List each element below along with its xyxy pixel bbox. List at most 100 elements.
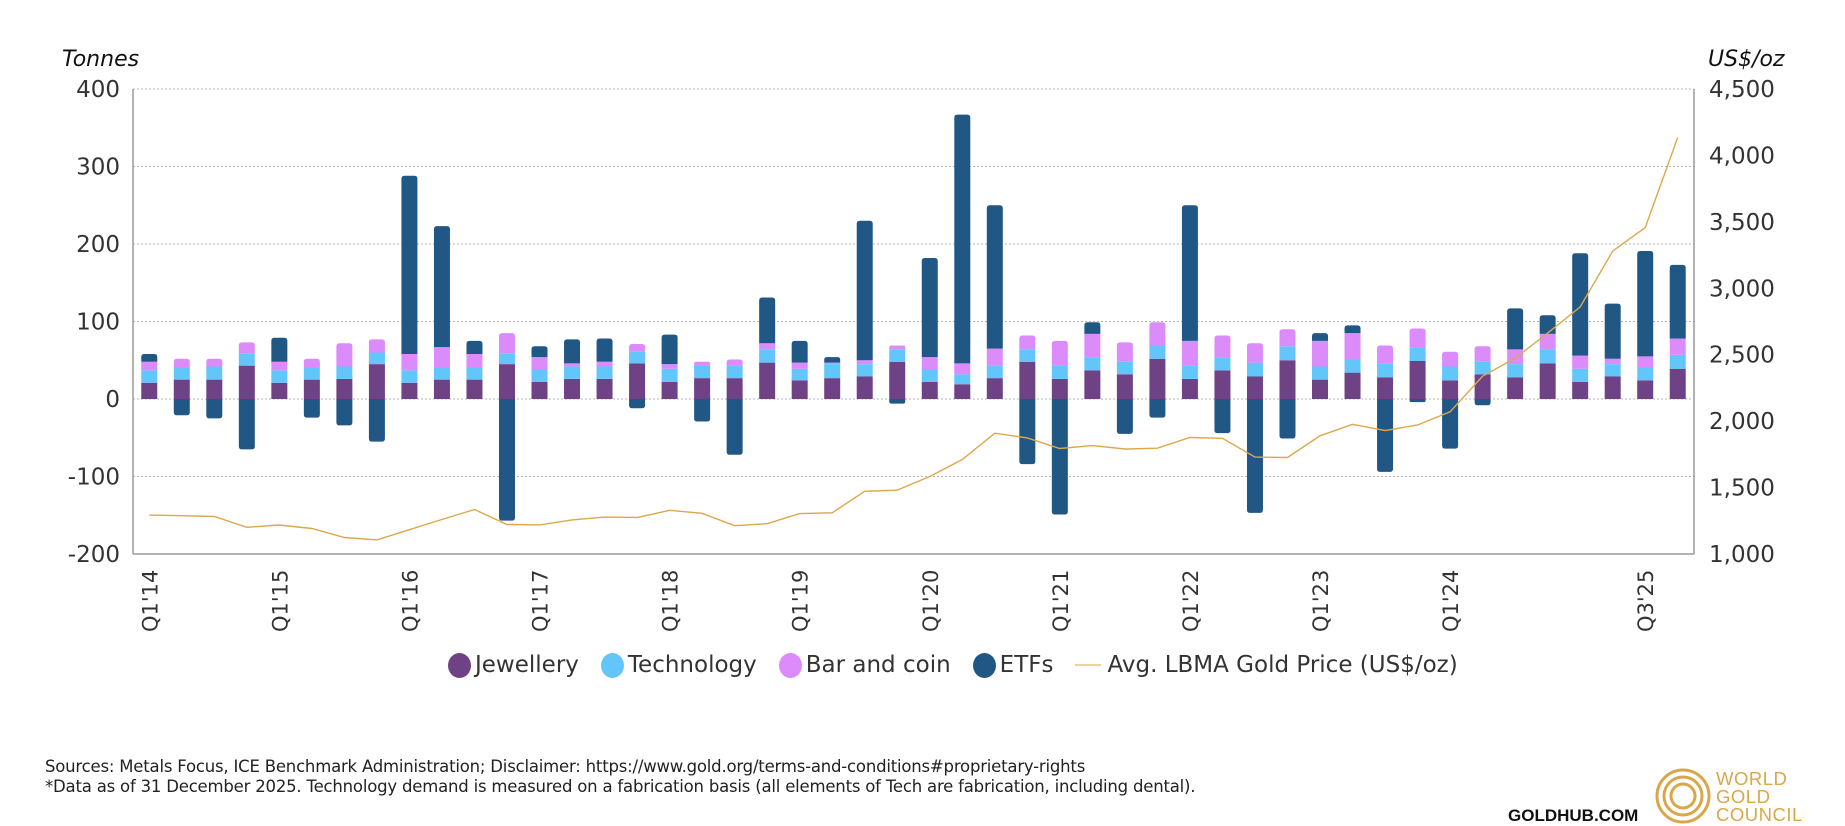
bar-segment-jewellery (1442, 380, 1459, 399)
bar-segment-etfs (141, 354, 158, 362)
bar-segment-technology (1442, 366, 1459, 381)
bar-segment-technology (433, 368, 450, 380)
left-tick-label: 200 (76, 232, 120, 258)
legend-item-etfs[interactable]: ETFs (972, 652, 1054, 678)
bar-segment-bar-and-coin (141, 361, 158, 371)
bar-segment-technology (1279, 346, 1296, 361)
legend-marker-gold-price-line (1075, 664, 1102, 666)
bar-segment-technology (824, 364, 841, 379)
bar-segment-technology (954, 374, 971, 385)
bar-segment-jewellery (1084, 370, 1101, 399)
right-axis-unit-label: US$/oz (1708, 47, 1785, 72)
bar-segment-bar-and-coin (1149, 322, 1166, 346)
bar-stack (433, 226, 450, 399)
bar-stack (1181, 205, 1198, 399)
bar-segment-technology (1214, 357, 1231, 371)
bar-segment-etfs (726, 399, 743, 455)
bar-segment-technology (856, 364, 873, 377)
bar-segment-technology (206, 366, 223, 380)
right-tick-label: 3,000 (1709, 276, 1775, 302)
bar-stack (1377, 345, 1394, 472)
bar-stack (1669, 264, 1686, 399)
bar-segment-etfs (336, 399, 353, 426)
legend-item-jewellery[interactable]: Jewellery (448, 652, 579, 678)
legend-item-bar-and-coin[interactable]: Bar and coin (778, 652, 951, 678)
bar-stack (336, 343, 353, 426)
bar-stack (206, 358, 223, 419)
bar-segment-technology (303, 368, 320, 380)
bar-stack (791, 340, 808, 399)
bar-stack (1312, 333, 1329, 399)
bar-segment-technology (921, 369, 938, 382)
bar-segment-jewellery (368, 364, 385, 399)
bar-segment-bar-and-coin (466, 354, 483, 368)
bar-segment-technology (1409, 347, 1426, 362)
bar-segment-technology (1312, 366, 1329, 380)
bar-segment-bar-and-coin (336, 343, 353, 367)
bar-segment-jewellery (173, 379, 190, 399)
bar-segment-bar-and-coin (303, 358, 320, 368)
bar-segment-technology (1019, 349, 1036, 362)
bar-segment-bar-and-coin (498, 333, 515, 354)
bar-segment-technology (1572, 368, 1589, 382)
bar-segment-jewellery (271, 382, 288, 399)
bar-segment-etfs (759, 297, 776, 344)
bar-segment-bar-and-coin (1344, 333, 1361, 360)
x-tick-label: Q1'20 (919, 570, 943, 632)
bar-stack (596, 338, 613, 399)
bar-segment-jewellery (1507, 377, 1524, 399)
x-tick-label: Q3'25 (1634, 570, 1658, 632)
x-tick-label: Q1'24 (1439, 570, 1463, 632)
legend-item-technology[interactable]: Technology (600, 652, 757, 678)
bar-segment-bar-and-coin (1181, 340, 1198, 366)
bar-segment-jewellery (303, 379, 320, 399)
bar-segment-jewellery (1572, 381, 1589, 399)
bar-segment-jewellery (726, 378, 743, 399)
bar-segment-bar-and-coin (1442, 351, 1459, 367)
bar-segment-technology (596, 366, 613, 379)
bar-stack (466, 340, 483, 399)
bar-segment-etfs (596, 338, 613, 362)
bar-segment-technology (531, 369, 548, 382)
bar-segment-bar-and-coin (173, 358, 190, 368)
bar-segment-etfs (1442, 399, 1459, 449)
legend: Jewellery Technology Bar and coin ETFs A… (448, 652, 1480, 678)
bar-segment-etfs (1312, 333, 1329, 341)
bar-segment-etfs (1572, 253, 1589, 356)
legend-marker-technology (600, 652, 624, 678)
wgc-line: COUNCIL (1716, 804, 1803, 825)
goldhub-link[interactable]: GOLDHUB.COM (1508, 806, 1639, 825)
bar-segment-bar-and-coin (1214, 335, 1231, 358)
bar-segment-technology (661, 368, 678, 382)
bar-segment-jewellery (661, 381, 678, 399)
bar-stack (173, 358, 190, 416)
bar-segment-technology (498, 353, 515, 365)
bar-segment-bar-and-coin (856, 360, 873, 365)
bar-segment-technology (1637, 368, 1654, 381)
bar-segment-bar-and-coin (531, 357, 548, 370)
bar-segment-etfs (368, 399, 385, 442)
bar-segment-jewellery (1279, 360, 1296, 399)
bar-stack (1051, 340, 1068, 515)
bar-segment-bar-and-coin (1377, 345, 1394, 364)
bar-stack (1149, 322, 1166, 418)
legend-item-gold-price[interactable]: Avg. LBMA Gold Price (US$/oz) (1075, 652, 1458, 678)
bar-segment-technology (271, 370, 288, 383)
bar-segment-etfs (1084, 322, 1101, 334)
bar-segment-bar-and-coin (726, 359, 743, 366)
left-tick-label: -100 (68, 465, 120, 491)
bar-segment-bar-and-coin (1084, 333, 1101, 358)
bar-segment-jewellery (596, 378, 613, 399)
legend-label: Avg. LBMA Gold Price (US$/oz) (1107, 652, 1458, 678)
bar-segment-technology (1474, 361, 1491, 375)
bar-segment-jewellery (401, 382, 418, 399)
bar-segment-bar-and-coin (1019, 335, 1036, 350)
bar-stack (1507, 308, 1524, 399)
bar-segment-bar-and-coin (889, 345, 906, 350)
bar-segment-bar-and-coin (1409, 328, 1426, 348)
bar-segment-technology (1669, 354, 1686, 369)
x-tick-label: Q1'19 (789, 570, 813, 632)
bar-segment-bar-and-coin (1312, 340, 1329, 367)
legend-label: ETFs (999, 652, 1054, 678)
bar-segment-etfs (954, 114, 971, 364)
